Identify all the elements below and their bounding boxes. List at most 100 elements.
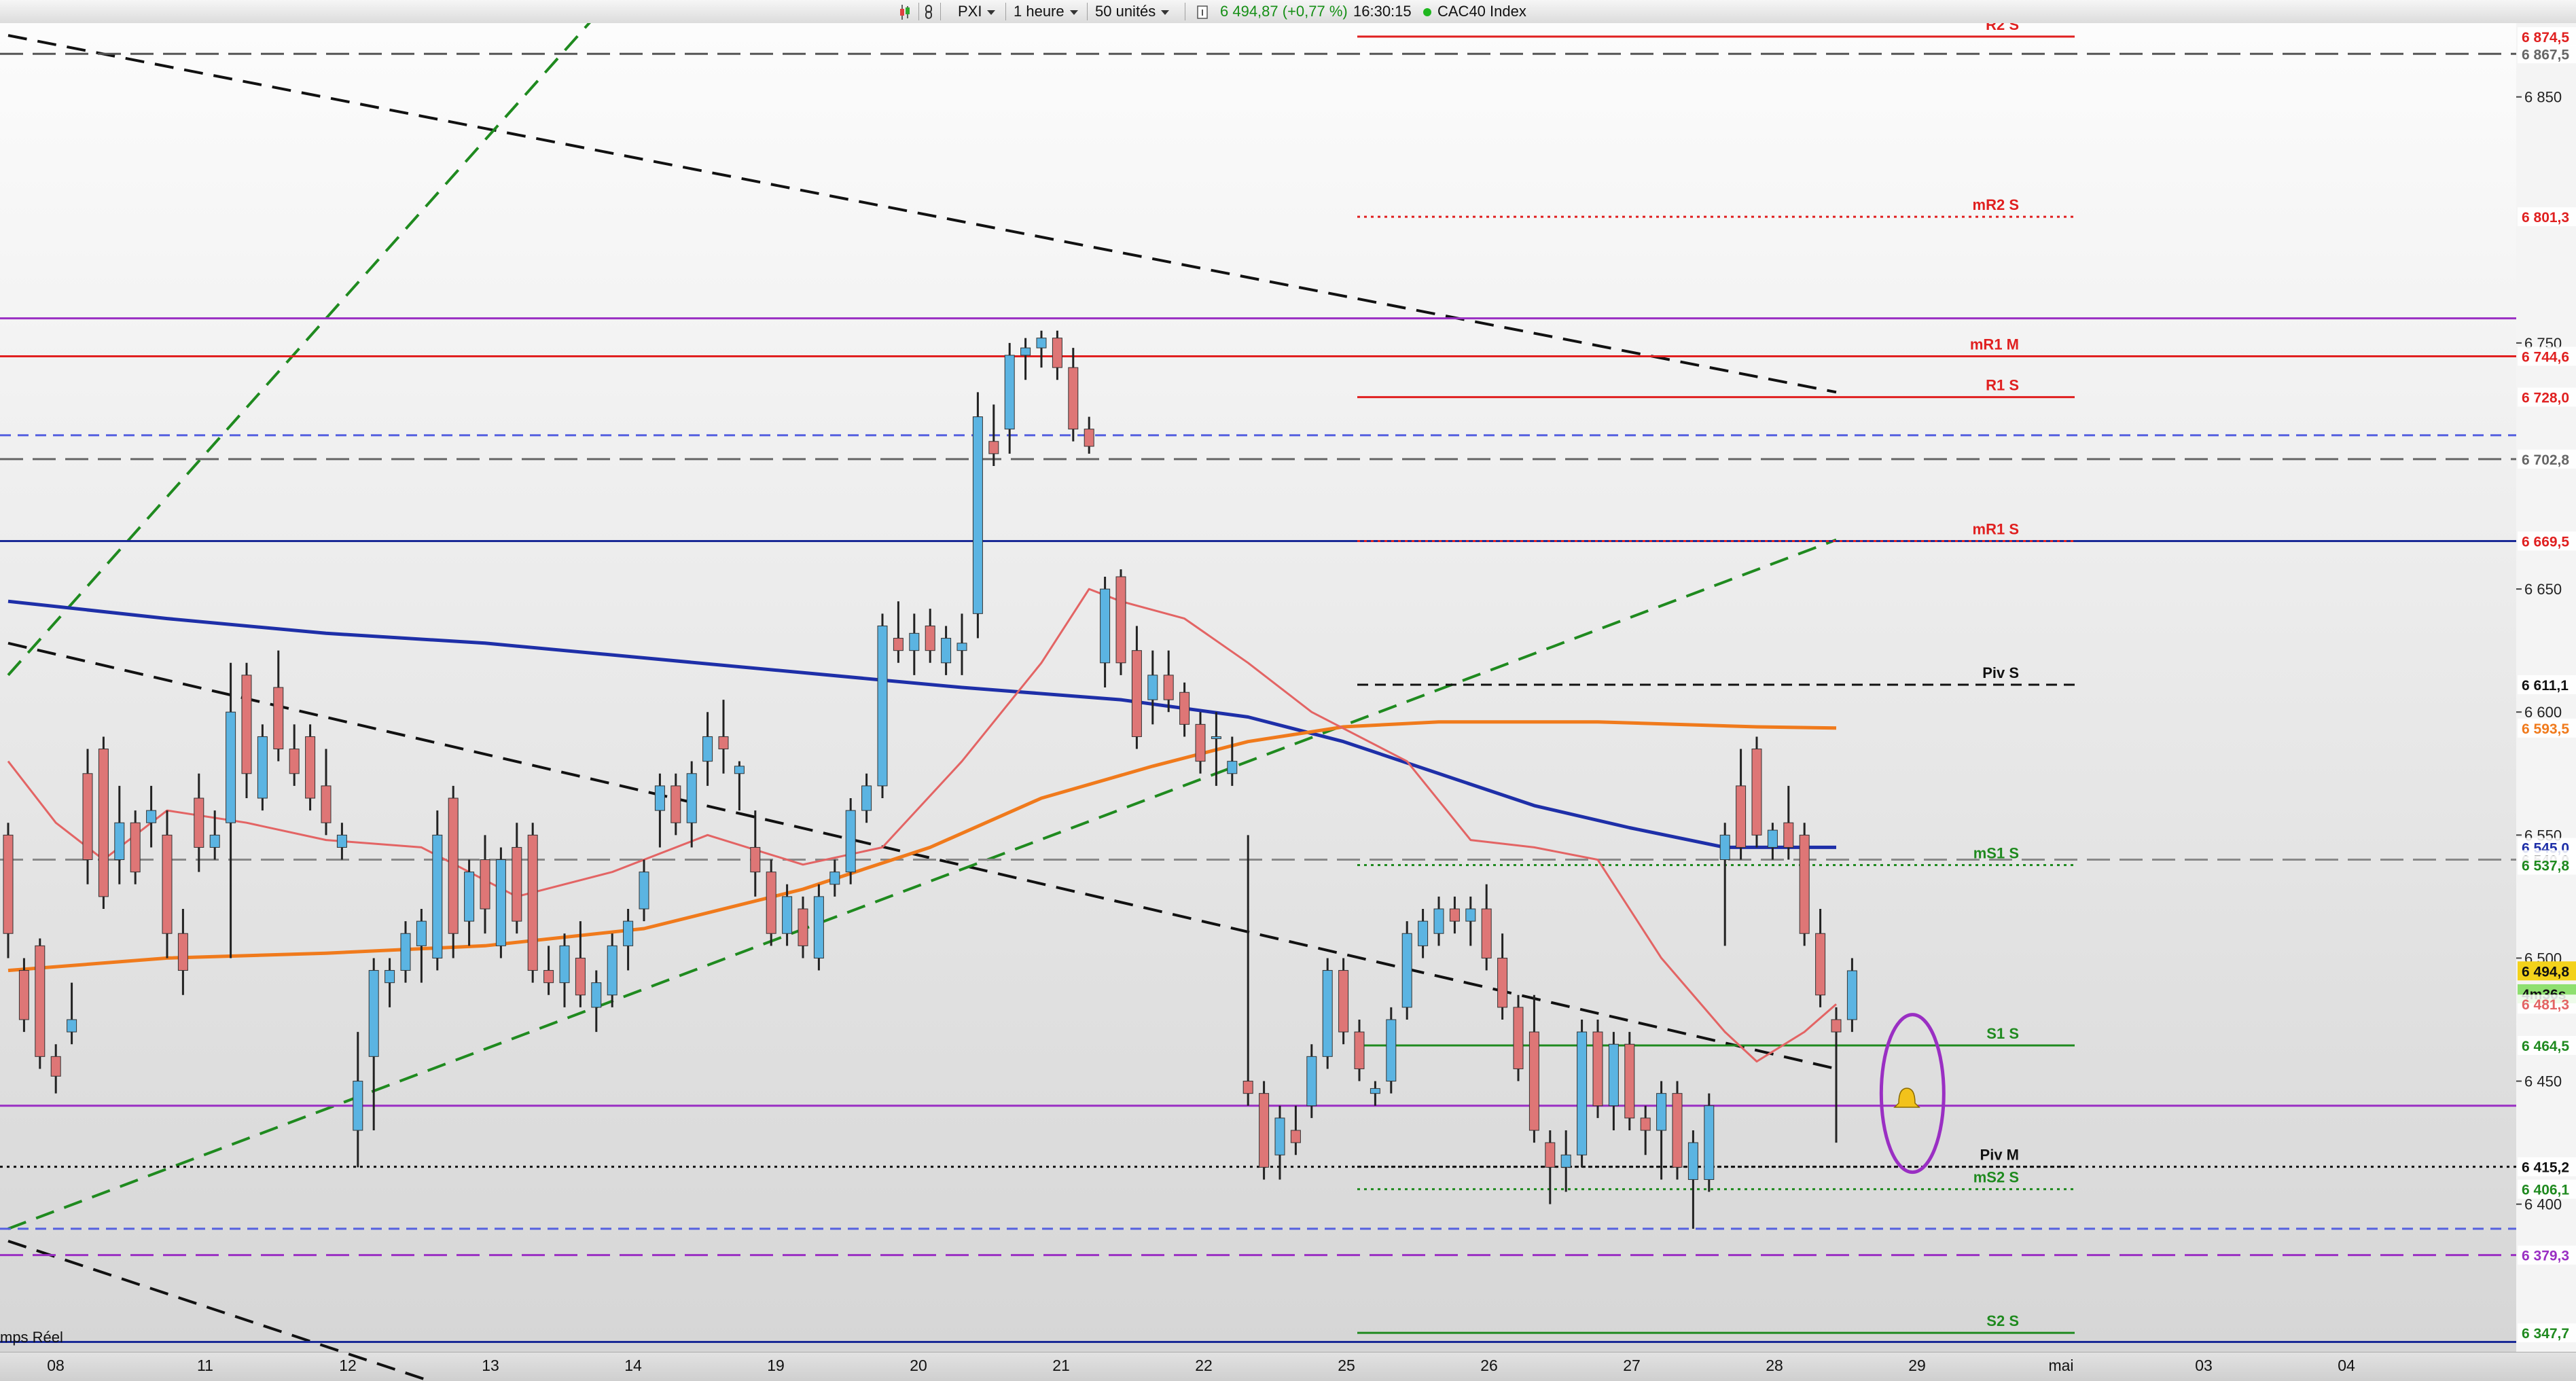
candle-body — [1767, 829, 1778, 848]
info-icon[interactable] — [1197, 0, 1208, 23]
candle-body — [1624, 1043, 1635, 1119]
price-tag: 6 593,5 — [2522, 721, 2569, 737]
candlestick-style-icon[interactable] — [899, 0, 910, 23]
candle — [1274, 1105, 1285, 1180]
candle — [1259, 1081, 1270, 1180]
units-dropdown[interactable]: 50 unités — [1095, 0, 1170, 23]
price-tag-bg — [2518, 1179, 2576, 1199]
candle — [1211, 712, 1221, 786]
price-tag-bg — [2518, 449, 2576, 469]
time-axis[interactable] — [0, 1352, 2576, 1381]
price-tag: 6 702,8 — [2522, 452, 2569, 468]
candle-body — [432, 834, 443, 958]
candle — [1672, 1081, 1683, 1180]
candle-body — [734, 766, 745, 774]
candle — [623, 909, 634, 971]
symbol-dropdown[interactable]: PXI — [958, 0, 996, 23]
candle — [1831, 1007, 1842, 1143]
candle — [1163, 650, 1174, 713]
candle — [1751, 736, 1762, 848]
timeframe-dropdown[interactable]: 1 heure — [1014, 0, 1078, 23]
candle — [1306, 1044, 1317, 1118]
candle — [718, 700, 729, 774]
candle-body — [257, 736, 268, 799]
candle-body — [1290, 1130, 1301, 1143]
candle — [289, 724, 300, 786]
price-tag: 6 379,3 — [2522, 1249, 2569, 1264]
candle — [226, 662, 236, 958]
candle — [829, 859, 840, 897]
candle — [607, 933, 618, 1007]
candle-body — [448, 797, 459, 934]
price-tag: 6 669,5 — [2522, 534, 2569, 550]
candle-body — [82, 773, 93, 861]
candle — [82, 749, 93, 884]
chart-toolbar: PXI 1 heure 50 unités 6 494,87 (+0,77 %)… — [0, 0, 2576, 24]
candle-body — [1259, 1093, 1270, 1168]
candle — [1640, 1105, 1651, 1155]
candle-body — [813, 896, 824, 958]
candle-body — [464, 872, 475, 922]
candle — [416, 909, 427, 983]
candle-body — [273, 687, 284, 750]
x-tick-label: 04 — [2338, 1357, 2355, 1374]
alert-bell-icon — [1893, 1088, 1920, 1108]
link-icon[interactable] — [924, 0, 933, 23]
candle-body — [1592, 1031, 1603, 1107]
chevron-down-icon — [1069, 10, 1078, 15]
candle — [543, 946, 554, 995]
candle — [1687, 1130, 1698, 1229]
candle — [686, 761, 697, 848]
price-tag-bg — [2518, 1245, 2576, 1265]
candle — [1147, 650, 1158, 725]
price-tag: 6 728,0 — [2522, 391, 2569, 406]
candle — [1290, 1105, 1301, 1155]
candle — [1004, 342, 1015, 454]
candle-body — [941, 638, 952, 664]
candle-body — [1465, 908, 1476, 922]
candle — [209, 810, 220, 860]
candle — [1322, 958, 1333, 1069]
candle-body — [162, 834, 173, 934]
price-chart[interactable]: R2 S mR2 S mR1 M R1 S mR1 S Piv S mS1 S S1 S Piv… — [0, 23, 2576, 1380]
time-axis-labels: 08 11 12 13 14 19 20 21 22 25 26 27 28 29 mai 03 04 — [47, 1357, 2355, 1374]
pivot-label: mR1 M — [1970, 336, 2019, 353]
candle — [50, 1044, 61, 1094]
trendline-3 — [7, 538, 1837, 1230]
x-tick-label: 12 — [339, 1357, 357, 1374]
candle-body — [750, 846, 761, 873]
chevron-down-icon — [987, 10, 996, 15]
candle-body — [1545, 1142, 1556, 1168]
candle — [495, 847, 506, 958]
candle-body — [226, 711, 236, 823]
candle-body — [559, 945, 570, 984]
x-tick-label: 11 — [197, 1357, 213, 1374]
candle-body — [654, 785, 665, 811]
price-tag-bg — [2518, 961, 2576, 981]
candle-body — [1036, 338, 1047, 348]
candle-body — [1068, 367, 1079, 430]
candle — [1115, 569, 1126, 675]
x-tick-label: 29 — [1908, 1357, 1926, 1374]
candle-body — [1497, 957, 1508, 1008]
pivot-label: mR2 S — [1973, 196, 2019, 213]
candle — [1783, 785, 1794, 860]
candle-body — [114, 822, 125, 861]
candle — [813, 884, 824, 971]
candle — [591, 970, 602, 1033]
x-tick-label: 03 — [2195, 1357, 2213, 1374]
pivot-labels: R2 S mR2 S mR1 M R1 S mR1 S Piv S mS1 S S1 S Piv… — [1970, 23, 2019, 1329]
x-tick-label: 20 — [910, 1357, 927, 1374]
candle — [956, 613, 967, 675]
price-tag: 6 415,2 — [2522, 1160, 2569, 1176]
price-tag-bg — [2518, 675, 2576, 695]
candle — [3, 823, 14, 958]
quote-time: 16:30:15 — [1353, 3, 1412, 20]
live-status-icon — [1423, 0, 1432, 23]
candle-body — [925, 625, 935, 651]
candle — [35, 938, 46, 1069]
candle — [1179, 682, 1190, 737]
candle — [877, 613, 888, 798]
candle-body — [241, 675, 252, 774]
